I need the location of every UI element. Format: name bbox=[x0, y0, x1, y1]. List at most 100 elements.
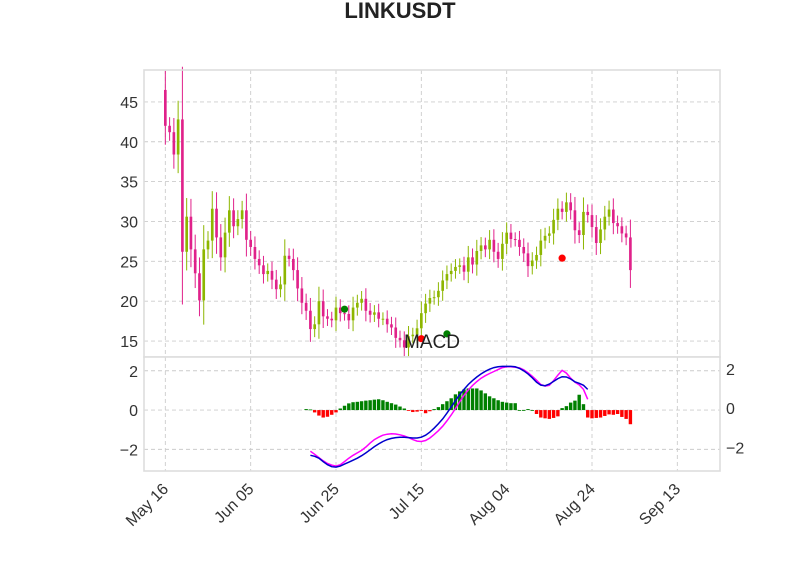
macd-title: MACD bbox=[404, 332, 460, 353]
candle-body bbox=[402, 340, 406, 348]
candle-body bbox=[330, 318, 334, 321]
macd-histogram-bar bbox=[321, 410, 325, 418]
macd-histogram-bar bbox=[372, 399, 377, 411]
macd-histogram-bar bbox=[483, 393, 488, 411]
macd-y-tick-label-left: 0 bbox=[129, 403, 138, 420]
macd-histogram-bar bbox=[594, 410, 598, 418]
macd-grid bbox=[144, 357, 720, 471]
candle-body bbox=[245, 210, 248, 240]
candle-body bbox=[505, 232, 508, 244]
macd-histogram-bar bbox=[590, 410, 594, 419]
candle-body bbox=[543, 235, 547, 241]
macd-histogram-bar bbox=[620, 410, 624, 417]
candle-body bbox=[573, 210, 577, 231]
candle-body bbox=[462, 265, 466, 272]
macd-histogram-bar bbox=[347, 403, 351, 411]
macd-histogram-bar bbox=[598, 410, 603, 418]
macd-histogram-bar bbox=[479, 390, 483, 411]
candle-body bbox=[368, 310, 372, 315]
macd-panel-background bbox=[144, 357, 720, 471]
macd-histogram-bar bbox=[517, 410, 522, 411]
x-tick-label: Aug 24 bbox=[551, 481, 599, 529]
macd-histogram-bar bbox=[449, 398, 453, 411]
sell-signal-marker bbox=[558, 254, 566, 262]
price-y-axis: 15 20 25 30 35 40 45 bbox=[120, 95, 138, 351]
candle-body bbox=[577, 230, 581, 236]
candle-body bbox=[582, 211, 585, 236]
candle-body bbox=[240, 210, 244, 220]
candle-body bbox=[509, 232, 513, 240]
candle-body bbox=[206, 240, 210, 250]
candle-body bbox=[296, 270, 299, 289]
candle-body bbox=[586, 211, 590, 216]
macd-histogram-bar bbox=[603, 410, 607, 416]
x-tick-label: Jun 05 bbox=[212, 481, 258, 527]
sell-signal-marker bbox=[417, 335, 425, 343]
candle-body bbox=[437, 290, 440, 298]
macd-histogram-bar bbox=[398, 406, 402, 411]
candle-body bbox=[317, 301, 321, 325]
candle-body bbox=[189, 216, 193, 250]
price-y-tick-label: 40 bbox=[120, 135, 138, 152]
macd-histogram-bar bbox=[330, 410, 334, 415]
macd-histogram-bar bbox=[342, 405, 347, 411]
candle-body bbox=[424, 303, 427, 314]
candle-body bbox=[168, 125, 171, 133]
candle-body bbox=[569, 202, 572, 211]
macd-histogram-bar bbox=[385, 401, 389, 411]
candle-body bbox=[283, 255, 287, 285]
macd-histogram-bar bbox=[513, 403, 517, 411]
macd-histogram-bar bbox=[428, 410, 432, 412]
macd-histogram-bar bbox=[419, 410, 424, 411]
candle-body bbox=[492, 239, 496, 252]
macd-histogram-bar bbox=[500, 401, 505, 411]
macd-histogram-bar bbox=[381, 400, 385, 411]
candle-body bbox=[603, 216, 607, 230]
candle-body bbox=[479, 245, 483, 251]
macd-histogram-bar bbox=[389, 403, 394, 411]
candle-body bbox=[360, 298, 363, 303]
x-tick-label: Sep 13 bbox=[636, 481, 684, 529]
candle-body bbox=[172, 132, 176, 155]
price-y-tick-label: 30 bbox=[120, 214, 138, 231]
candle-body bbox=[266, 270, 270, 275]
candle-body bbox=[458, 265, 462, 267]
candle-body bbox=[347, 313, 351, 321]
candle-body bbox=[356, 302, 359, 308]
candle-body bbox=[526, 253, 530, 267]
macd-histogram-bar bbox=[534, 410, 539, 414]
macd-histogram-bar bbox=[304, 409, 308, 411]
candle-body bbox=[624, 233, 628, 238]
candle-body bbox=[432, 297, 436, 299]
candle-body bbox=[616, 223, 619, 227]
price-y-tick-label: 20 bbox=[120, 294, 138, 311]
macd-histogram-bar bbox=[453, 394, 458, 411]
macd-histogram-bar bbox=[394, 404, 398, 411]
candle-body bbox=[373, 312, 376, 315]
candle-body bbox=[334, 307, 338, 321]
candle-body bbox=[300, 288, 304, 303]
candle-body bbox=[629, 237, 632, 271]
macd-y-tick-label-right: −2 bbox=[726, 440, 744, 457]
macd-histogram-bar bbox=[355, 401, 360, 411]
candle-body bbox=[321, 301, 325, 317]
candle-body bbox=[565, 202, 568, 212]
candle-body bbox=[535, 254, 538, 261]
candle-body bbox=[484, 245, 487, 250]
macd-histogram-bar bbox=[611, 410, 616, 415]
candle-body bbox=[223, 232, 227, 258]
macd-histogram-bar bbox=[504, 402, 509, 411]
price-y-tick-label: 35 bbox=[120, 175, 138, 192]
candle-body bbox=[219, 237, 223, 258]
macd-histogram-bar bbox=[436, 407, 441, 411]
macd-histogram-bar bbox=[317, 410, 321, 416]
candle-body bbox=[198, 273, 201, 301]
candle-body bbox=[496, 251, 500, 259]
candle-body bbox=[185, 216, 188, 252]
candle-body bbox=[309, 310, 312, 330]
candle-body bbox=[274, 279, 278, 290]
candle-body bbox=[164, 89, 167, 126]
candle-body bbox=[599, 229, 602, 243]
x-tick-label: Aug 04 bbox=[466, 481, 514, 529]
